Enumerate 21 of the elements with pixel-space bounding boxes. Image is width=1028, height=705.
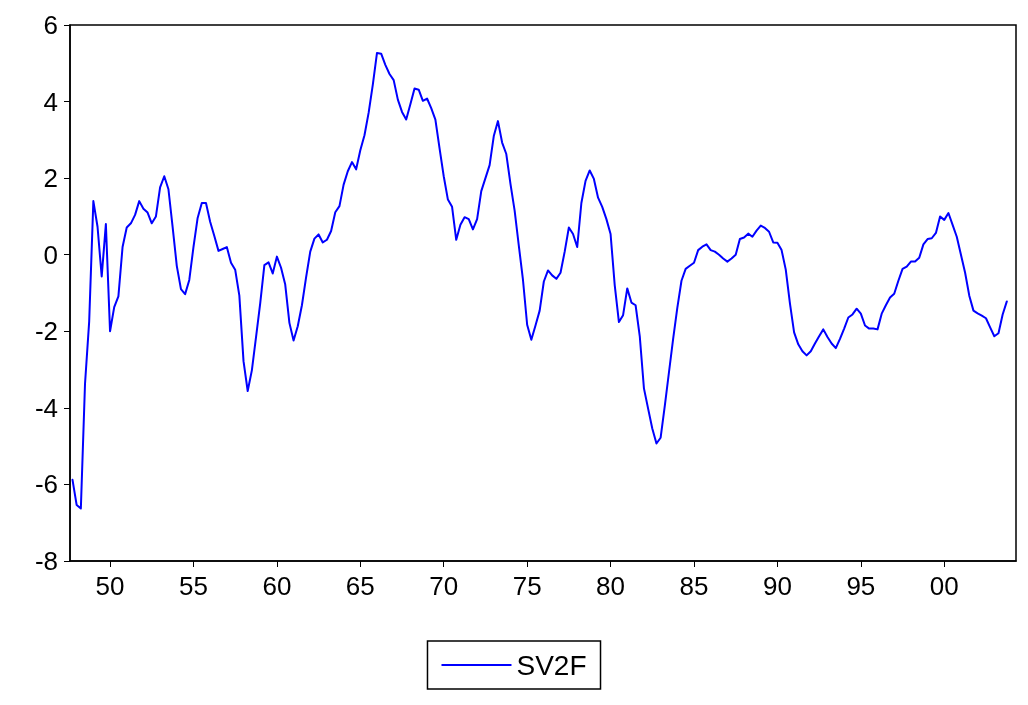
y-tick-label: 0 bbox=[43, 239, 58, 270]
line-series bbox=[71, 51, 1008, 510]
x-tick-label: 75 bbox=[512, 571, 542, 601]
y-tick-label: -4 bbox=[34, 392, 58, 423]
y-tick-label: 4 bbox=[43, 86, 58, 117]
x-tick-label: 90 bbox=[762, 571, 792, 601]
y-tick-label: -6 bbox=[34, 469, 58, 500]
x-tick-label: 60 bbox=[262, 571, 292, 601]
x-tick-label: 55 bbox=[179, 571, 208, 601]
x-tick-label: 70 bbox=[429, 571, 459, 601]
y-tick-label: 2 bbox=[43, 163, 58, 194]
y-tick-label: -2 bbox=[34, 316, 58, 347]
x-tick-label: 80 bbox=[596, 571, 626, 601]
legend-label: SV2F bbox=[516, 649, 587, 681]
x-tick-label: 65 bbox=[345, 571, 375, 601]
x-tick-label: 00 bbox=[929, 571, 959, 601]
y-tick-label: 6 bbox=[43, 10, 58, 40]
y-tick-label: -8 bbox=[34, 546, 58, 576]
x-tick-label: 50 bbox=[95, 571, 125, 601]
x-tick-label: 95 bbox=[846, 571, 876, 601]
x-tick-label: 85 bbox=[679, 571, 709, 601]
